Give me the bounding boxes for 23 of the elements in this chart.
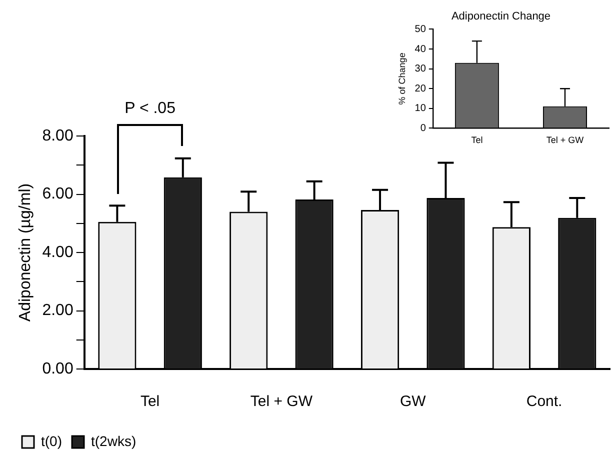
y-tick-label: 10	[414, 103, 426, 114]
y-tick-label: 4.00	[42, 244, 74, 261]
chart-title: Adiponectin Change	[451, 10, 551, 23]
x-tick-label: Tel	[471, 135, 483, 146]
y-tick-label: 2.00	[42, 302, 74, 320]
y-tick-label: 20	[414, 83, 426, 94]
x-tick-label: GW	[400, 393, 427, 410]
x-tick-label: Tel + GW	[546, 135, 584, 146]
y-tick-label: 30	[414, 64, 426, 75]
x-tick-label: Cont.	[526, 393, 562, 410]
y-tick-label: 50	[414, 24, 426, 35]
legend-label: t(2wks)	[91, 432, 136, 449]
y-tick-label: 6.00	[42, 186, 74, 203]
text: P < .05	[124, 100, 176, 118]
y-tick-label: 8.00	[42, 127, 74, 144]
y-axis-title: Adiponectin (µg/ml)	[17, 183, 34, 322]
y-axis-title: % of Change	[396, 52, 407, 105]
legend-label: t(0)	[41, 432, 62, 449]
y-tick-label: 40	[414, 44, 426, 55]
x-tick-label: Tel	[140, 393, 160, 410]
y-tick-label: 0.00	[42, 360, 74, 378]
x-tick-label: Tel + GW	[250, 393, 314, 410]
y-tick-label: 0	[420, 122, 426, 134]
